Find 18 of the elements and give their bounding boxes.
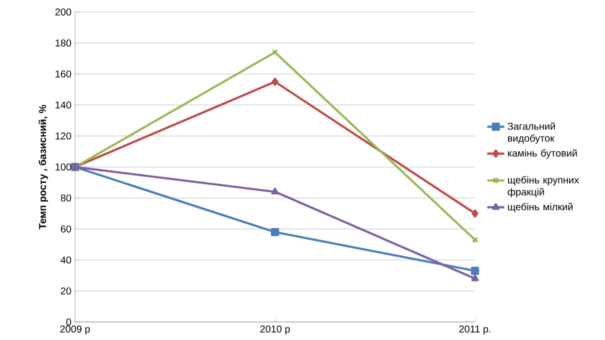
y-tick-label: 120 — [56, 132, 72, 140]
y-axis-title: Темп росту , базисний, % — [38, 104, 48, 230]
legend-label: щебінь мілкий — [508, 202, 573, 212]
y-tick-label: 20 — [60, 287, 72, 295]
y-tick-label: 80 — [60, 194, 72, 202]
y-tick-label: 0 — [66, 318, 72, 326]
y-tick-label: 40 — [60, 256, 72, 264]
y-tick-label: 200 — [55, 8, 72, 16]
legend-label: щебінь крупних фракцій — [508, 176, 579, 198]
y-tick-label: 100 — [56, 163, 72, 171]
y-tick-label: 140 — [56, 101, 72, 109]
y-tick-label: 180 — [56, 39, 72, 47]
y-tick-label: 60 — [60, 225, 72, 233]
x-tick-label: 2009 р — [60, 326, 90, 335]
y-tick-label: 160 — [56, 70, 72, 78]
x-tick-label: 2011 р. — [459, 326, 490, 335]
x-tick-label: 2010 р — [260, 326, 290, 335]
legend-label: камінь бутовий — [508, 149, 577, 159]
